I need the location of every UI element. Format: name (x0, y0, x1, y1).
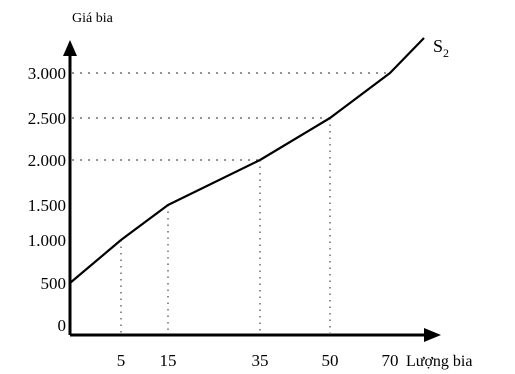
series-lines (69, 37, 425, 284)
series-line-s2 (69, 37, 425, 284)
series-label-sub: 2 (443, 46, 449, 60)
y-tick-label: 2.000 (28, 151, 66, 170)
y-tick-label: 2.500 (28, 109, 66, 128)
y-axis-label: Giá bia (72, 11, 114, 26)
x-axis-arrow (424, 328, 441, 342)
y-tick-label: 3.000 (28, 64, 66, 83)
series-label-main: S (433, 36, 443, 56)
y-tick-label: 500 (41, 274, 67, 293)
y-tick-label: 1.000 (28, 231, 66, 250)
x-tick-label: 5 (117, 351, 126, 370)
axes (63, 40, 441, 342)
y-tick-label: 1.500 (28, 196, 66, 215)
x-tick-labels: 5 15 35 50 70 (117, 351, 399, 370)
y-axis-arrow (63, 40, 77, 56)
x-axis-label: Lượng bia (406, 353, 472, 370)
y-tick-labels: 0 500 1.000 1.500 2.000 2.500 3.000 (28, 64, 66, 335)
x-tick-label: 70 (382, 351, 399, 370)
x-tick-label: 15 (160, 351, 177, 370)
x-tick-label: 35 (252, 351, 269, 370)
y-tick-label: 0 (58, 316, 67, 335)
guide-lines (72, 72, 390, 333)
series-label-s2: S2 (433, 36, 449, 60)
x-tick-label: 50 (322, 351, 339, 370)
